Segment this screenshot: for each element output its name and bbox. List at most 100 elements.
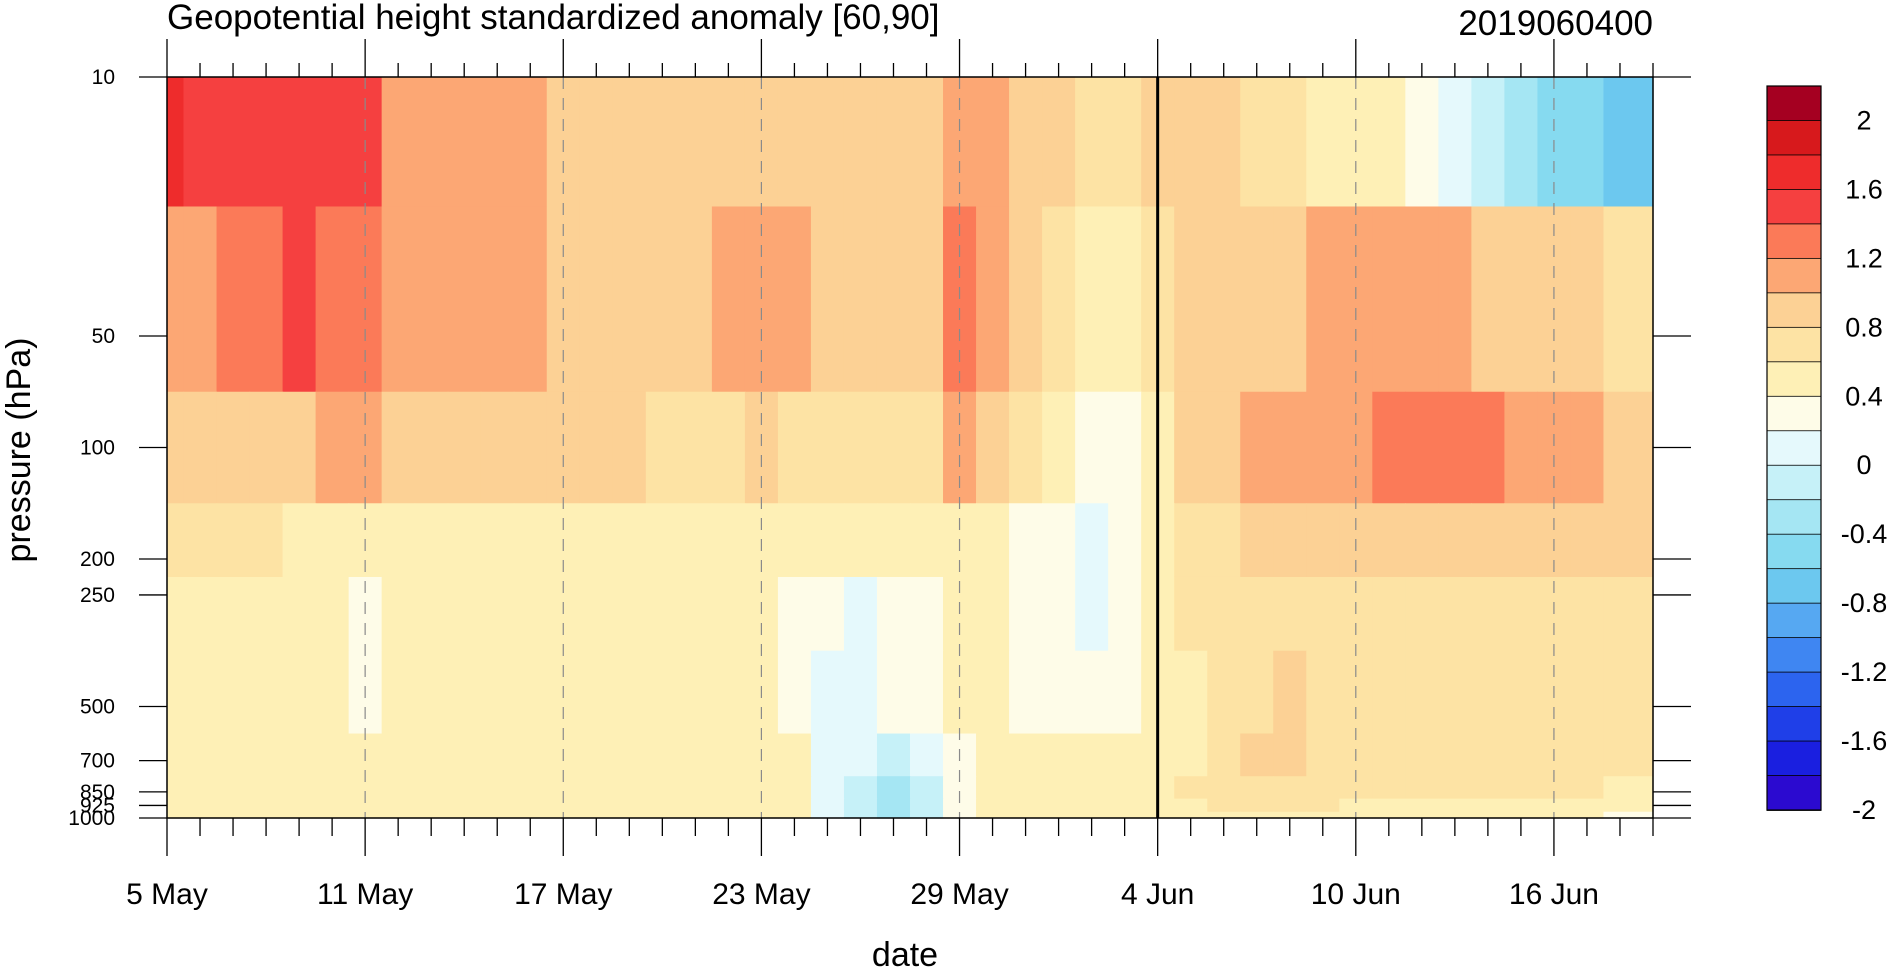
heat-cell bbox=[910, 77, 944, 208]
heat-cell bbox=[216, 811, 251, 819]
chart-date-stamp: 2019060400 bbox=[1458, 4, 1653, 43]
heat-cell bbox=[1306, 391, 1340, 504]
colorbar-swatch bbox=[1766, 154, 1822, 191]
colorbar-tick-label: -1.6 bbox=[1841, 726, 1888, 756]
heat-cell bbox=[480, 798, 515, 813]
heat-cell bbox=[1405, 503, 1439, 578]
heat-cell bbox=[480, 503, 515, 578]
heat-cell bbox=[1405, 206, 1439, 393]
dashed-gridlines bbox=[364, 77, 1555, 818]
colorbar-tick-label: -0.4 bbox=[1841, 519, 1888, 549]
heat-cell bbox=[777, 77, 812, 208]
heat-cell bbox=[612, 206, 647, 393]
heat-cell bbox=[943, 798, 977, 813]
heat-cell bbox=[1372, 733, 1406, 777]
heat-cell bbox=[282, 77, 317, 208]
heat-cell bbox=[1075, 503, 1109, 578]
heat-cell bbox=[810, 391, 845, 504]
heat-cell bbox=[167, 391, 185, 504]
heat-cell bbox=[1636, 503, 1654, 578]
heat-cell bbox=[645, 503, 680, 578]
heat-cell bbox=[1405, 576, 1439, 652]
heat-cell bbox=[167, 650, 185, 735]
heat-cell bbox=[744, 798, 779, 813]
heat-cell bbox=[282, 733, 317, 777]
heat-cell bbox=[1042, 206, 1076, 393]
x-tick-label: 5 May bbox=[126, 878, 208, 911]
heat-cell bbox=[381, 650, 416, 735]
heat-cell bbox=[1174, 776, 1208, 800]
heat-cell bbox=[1306, 811, 1340, 819]
heat-cell bbox=[1471, 576, 1505, 652]
x-tick-label: 17 May bbox=[514, 878, 612, 911]
heat-cell bbox=[513, 650, 548, 735]
y-tick-label: 100 bbox=[80, 437, 115, 460]
heat-cell bbox=[612, 77, 647, 208]
colorbar-tick-label: 1.2 bbox=[1845, 243, 1883, 273]
heat-cell bbox=[1075, 811, 1109, 819]
heat-cell bbox=[183, 391, 218, 504]
heat-cell bbox=[810, 206, 845, 393]
chart-title: Geopotential height standardized anomaly… bbox=[167, 0, 939, 37]
heat-cell bbox=[1438, 798, 1472, 813]
heat-cell bbox=[249, 811, 284, 819]
heat-cell bbox=[910, 811, 944, 819]
heat-cell bbox=[1042, 776, 1076, 800]
heat-cell bbox=[1471, 77, 1505, 208]
heat-cell bbox=[546, 798, 581, 813]
heat-cell bbox=[282, 576, 317, 652]
heat-cell bbox=[1042, 798, 1076, 813]
heat-cell bbox=[1438, 391, 1472, 504]
heat-cell bbox=[976, 576, 1010, 652]
heat-cell bbox=[1009, 576, 1043, 652]
heat-cell bbox=[976, 503, 1010, 578]
x-tick-label: 23 May bbox=[712, 878, 810, 911]
heat-cell bbox=[249, 77, 284, 208]
heat-cell bbox=[216, 798, 251, 813]
heat-cell bbox=[843, 798, 878, 813]
y-tick-label: 10 bbox=[92, 66, 115, 89]
heat-cell bbox=[1636, 733, 1654, 777]
heat-cell bbox=[447, 798, 482, 813]
colorbar-tick-label: -0.8 bbox=[1841, 588, 1888, 618]
heat-cell bbox=[579, 776, 614, 800]
heat-cell bbox=[167, 811, 185, 819]
heat-cell bbox=[645, 733, 680, 777]
heat-cell bbox=[1372, 650, 1406, 735]
y-tick-label: 700 bbox=[80, 750, 115, 773]
heat-cell bbox=[249, 776, 284, 800]
x-tick-label: 29 May bbox=[910, 878, 1008, 911]
heat-cell bbox=[183, 77, 218, 208]
heat-cell bbox=[447, 576, 482, 652]
heat-cell bbox=[167, 503, 185, 578]
heat-cell bbox=[1570, 798, 1605, 813]
heat-cell bbox=[167, 798, 185, 813]
heat-cell bbox=[513, 576, 548, 652]
heat-cell bbox=[678, 650, 713, 735]
heat-cell bbox=[1075, 733, 1109, 777]
heat-cell bbox=[480, 77, 515, 208]
heat-cell bbox=[216, 733, 251, 777]
heat-cell bbox=[711, 776, 746, 800]
heat-cell bbox=[711, 733, 746, 777]
heat-cell bbox=[1372, 798, 1406, 813]
heat-cell bbox=[1504, 733, 1539, 777]
heat-cell bbox=[612, 798, 647, 813]
heat-cell bbox=[381, 503, 416, 578]
heat-cell bbox=[381, 391, 416, 504]
heat-cell bbox=[513, 206, 548, 393]
heat-cell bbox=[1471, 811, 1505, 819]
heat-cell bbox=[282, 811, 317, 819]
colorbar-swatch bbox=[1766, 464, 1822, 501]
heat-cell bbox=[711, 206, 746, 393]
heat-cell bbox=[612, 811, 647, 819]
heat-cell bbox=[1207, 776, 1241, 800]
heat-cell bbox=[1174, 503, 1208, 578]
heat-cell bbox=[876, 77, 911, 208]
heat-cell bbox=[976, 733, 1010, 777]
heat-cell bbox=[1207, 77, 1241, 208]
heat-cell bbox=[910, 576, 944, 652]
heat-cell bbox=[678, 776, 713, 800]
heat-cell bbox=[1042, 733, 1076, 777]
